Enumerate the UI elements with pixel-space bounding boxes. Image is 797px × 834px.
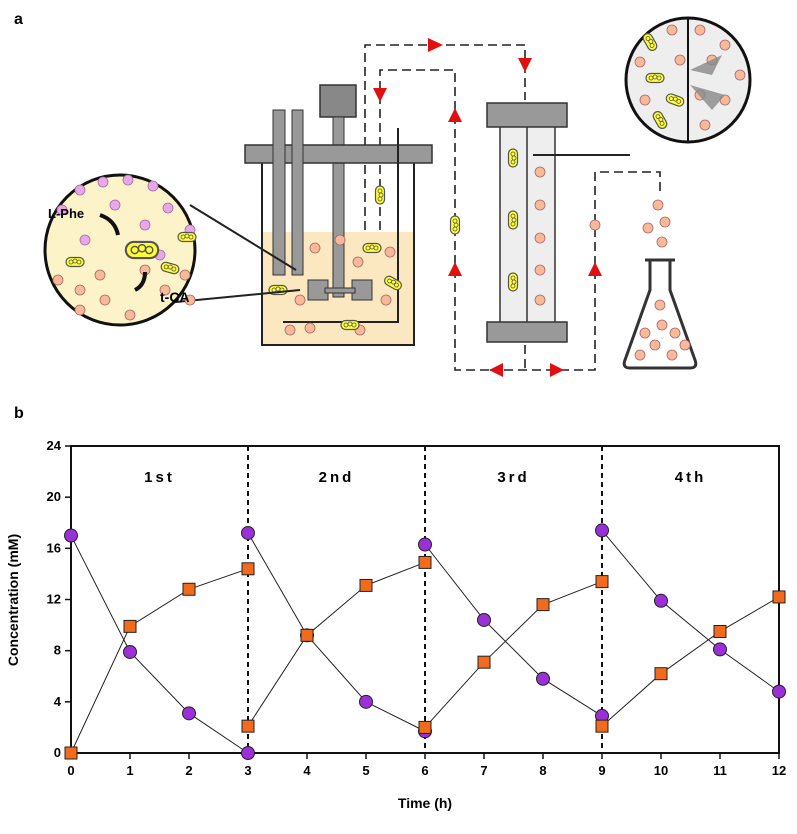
marker: [654, 593, 668, 608]
x-tick-label: 4: [303, 763, 311, 778]
y-tick-label: 24: [47, 438, 62, 453]
marker: [241, 562, 255, 576]
impeller: [324, 287, 356, 294]
marker: [477, 655, 491, 669]
marker: [241, 746, 255, 760]
x-tick-label: 7: [480, 763, 487, 778]
marker: [418, 537, 432, 552]
y-tick-label: 0: [54, 745, 61, 760]
marker: [418, 720, 432, 734]
batch-label: 4th: [675, 469, 707, 486]
batch-label: 1st: [144, 469, 175, 486]
batch-label: 2nd: [319, 469, 355, 486]
x-tick-label: 6: [421, 763, 428, 778]
product: [634, 299, 691, 361]
marker: [713, 642, 727, 657]
x-tick-label: 11: [713, 763, 727, 778]
particles: [284, 234, 396, 336]
arrow: [99, 213, 120, 236]
marker: [418, 555, 432, 569]
x-tick-label: 5: [362, 763, 369, 778]
x-tick-label: 10: [654, 763, 668, 778]
tube: [283, 128, 399, 323]
x-tick-label: 0: [67, 763, 74, 778]
product: [534, 166, 671, 306]
x-tick-label: 2: [185, 763, 192, 778]
panel-label: b: [14, 405, 24, 422]
series-line: [70, 561, 780, 754]
marker: [772, 590, 786, 604]
x-tick-label: 9: [598, 763, 605, 778]
column-cap: [486, 102, 568, 128]
marker: [64, 746, 78, 760]
marker: [772, 684, 786, 699]
motor: [319, 84, 357, 118]
marker: [536, 598, 550, 612]
marker: [713, 624, 727, 638]
y-axis-label: Concentration (mM): [5, 534, 21, 666]
marker: [536, 671, 550, 686]
marker: [64, 528, 78, 543]
product-label: t-CA: [160, 289, 190, 305]
marker: [654, 667, 668, 681]
marker: [241, 719, 255, 733]
y-tick-label: 20: [47, 489, 61, 504]
flux-arrows: [690, 55, 725, 110]
marker: [359, 694, 373, 709]
shaft: [332, 116, 345, 298]
marker: [595, 575, 609, 589]
marker: [300, 628, 314, 642]
x-tick-label: 1: [126, 763, 133, 778]
rod: [272, 109, 286, 276]
marker: [595, 523, 609, 538]
x-tick-label: 8: [539, 763, 546, 778]
marker: [182, 706, 196, 721]
y-tick-label: 12: [47, 592, 61, 607]
panel-label: a: [14, 11, 23, 28]
arrow: [134, 271, 147, 292]
flask: [622, 258, 698, 370]
marker: [182, 582, 196, 596]
marker: [477, 612, 491, 627]
batch-label: 3rd: [497, 469, 529, 486]
x-tick-label: 3: [244, 763, 251, 778]
substrate-label: L-Phe: [48, 206, 84, 221]
series-line: [70, 530, 780, 754]
rod: [291, 109, 304, 276]
product: [634, 24, 746, 131]
marker: [123, 619, 137, 633]
column-cap: [486, 321, 568, 343]
zoom-line: [189, 204, 297, 271]
y-tick-label: 8: [54, 643, 61, 658]
x-tick-label: 12: [772, 763, 786, 778]
marker: [241, 525, 255, 540]
x-axis-label: Time (h): [398, 795, 452, 811]
y-tick-label: 4: [54, 694, 62, 709]
marker: [359, 578, 373, 592]
marker: [595, 719, 609, 733]
marker: [123, 644, 137, 659]
y-tick-label: 16: [47, 540, 61, 555]
diagram: a L-Phe t-CA: [14, 11, 752, 377]
flow-arrows: [373, 38, 602, 377]
